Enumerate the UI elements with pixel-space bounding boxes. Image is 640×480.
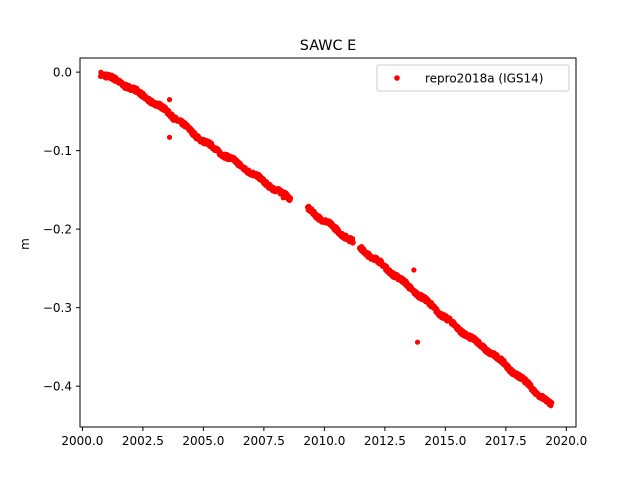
legend-box: [376, 64, 570, 92]
y-tick-label: −0.4: [43, 379, 72, 393]
plot-frame: [79, 57, 577, 428]
x-tick-label: 2020.0: [545, 434, 587, 448]
x-tick-label: 2015.0: [424, 434, 466, 448]
outlier-point: [280, 195, 286, 201]
y-axis-ticks: 0.0 −0.1 −0.2 −0.3 −0.4: [43, 65, 80, 393]
y-tick-label: −0.3: [43, 301, 72, 315]
x-tick-label: 2005.0: [182, 434, 224, 448]
outlier-point: [411, 267, 417, 273]
x-tick-label: 2002.5: [122, 434, 164, 448]
data-point: [549, 400, 555, 406]
x-tick-label: 2000.0: [61, 434, 103, 448]
y-tick-label: −0.2: [43, 222, 72, 236]
y-tick-label: −0.1: [43, 144, 72, 158]
data-point: [287, 195, 294, 201]
data-points: [97, 69, 555, 409]
outlier-point: [406, 286, 412, 292]
x-tick-label: 2007.5: [243, 434, 285, 448]
chart-title: SAWC E: [300, 38, 356, 54]
legend: repro2018a (IGS14): [376, 64, 570, 92]
outlier-point: [166, 97, 173, 103]
outlier-point: [414, 339, 421, 345]
y-tick-label: 0.0: [53, 65, 72, 79]
data-point: [350, 239, 356, 245]
x-axis-ticks: 2000.0 2002.5 2005.0 2007.5 2010.0 2012.5 2015…: [61, 427, 587, 448]
x-tick-label: 2017.5: [485, 434, 527, 448]
x-tick-label: 2010.0: [303, 434, 345, 448]
y-axis-label: m: [18, 238, 32, 250]
x-tick-label: 2012.5: [364, 434, 406, 448]
legend-label: repro2018a (IGS14): [425, 72, 543, 86]
outlier-point: [166, 134, 173, 140]
legend-marker: [394, 75, 400, 81]
